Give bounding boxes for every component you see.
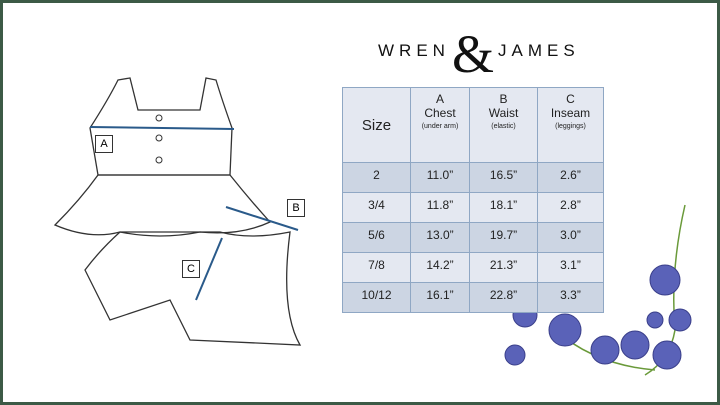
chest-cell: 16.1” (410, 282, 470, 313)
flower-icon (504, 344, 526, 366)
inseam-cell: 3.3” (537, 282, 604, 313)
header-chest: A Chest (under arm) (410, 87, 470, 163)
size-cell: 10/12 (342, 282, 411, 313)
size-cell: 7/8 (342, 252, 411, 283)
flower-icon (649, 264, 681, 296)
label-a: A (95, 135, 113, 153)
brand-right: JAMES (498, 41, 580, 60)
header-inseam: C Inseam (leggings) (537, 87, 604, 163)
waist-cell: 21.3” (469, 252, 538, 283)
chest-cell: 11.0” (410, 162, 470, 193)
inseam-cell: 3.0” (537, 222, 604, 253)
header-size: Size (342, 87, 411, 163)
waist-cell: 18.1” (469, 192, 538, 223)
table-row: 3/4 11.8” 18.1” 2.8” (342, 192, 604, 223)
table-row: 2 11.0” 16.5” 2.6” (342, 162, 604, 193)
header-row: Size A Chest (under arm) B Waist (elastic) C… (342, 87, 604, 163)
button-icon (155, 134, 163, 142)
table-row: 7/8 14.2” 21.3” 3.1” (342, 252, 604, 283)
ampersand-bird-icon: & (452, 24, 494, 82)
chest-arrow (89, 126, 235, 130)
flower-icon (668, 308, 692, 332)
waist-arrow (225, 206, 299, 231)
inseam-cell: 2.6” (537, 162, 604, 193)
outfit-sketch (53, 77, 302, 346)
label-c: C (182, 260, 200, 278)
size-chart-table: Size A Chest (under arm) B Waist (elastic) C… (342, 87, 604, 313)
chest-cell: 14.2” (410, 252, 470, 283)
label-b: B (287, 199, 305, 217)
svg-text:&: & (452, 24, 494, 82)
top-bodice (89, 77, 233, 176)
inseam-cell: 3.1” (537, 252, 604, 283)
header-waist: B Waist (elastic) (469, 87, 538, 163)
table-row: 10/12 16.1” 22.8” 3.3” (342, 282, 604, 313)
size-cell: 2 (342, 162, 411, 193)
size-cell: 5/6 (342, 222, 411, 253)
waist-cell: 22.8” (469, 282, 538, 313)
flower-icon (652, 340, 682, 370)
waist-cell: 19.7” (469, 222, 538, 253)
flower-icon (646, 311, 664, 329)
size-cell: 3/4 (342, 192, 411, 223)
inseam-cell: 2.8” (537, 192, 604, 223)
chest-cell: 13.0” (410, 222, 470, 253)
flower-icon (590, 335, 620, 365)
waist-cell: 16.5” (469, 162, 538, 193)
inseam-arrow (195, 237, 223, 301)
top-peplum (53, 174, 272, 237)
chest-cell: 11.8” (410, 192, 470, 223)
brand-logo: WREN & JAMES (378, 24, 588, 82)
table-row: 5/6 13.0” 19.7” 3.0” (342, 222, 604, 253)
button-icon (155, 156, 163, 164)
shorts (84, 231, 302, 346)
flower-icon (620, 330, 650, 360)
brand-left: WREN (378, 41, 450, 60)
flower-icon (548, 313, 582, 347)
button-icon (155, 114, 163, 122)
